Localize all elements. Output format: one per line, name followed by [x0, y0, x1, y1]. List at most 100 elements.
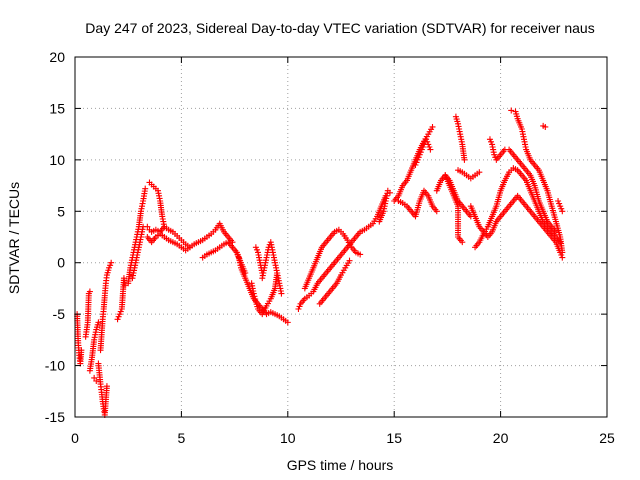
x-axis-label: GPS time / hours: [287, 457, 394, 473]
data-point: [558, 252, 565, 258]
data-point: [295, 306, 302, 312]
data-point: [412, 162, 419, 168]
data-point: [144, 223, 151, 230]
data-point: [284, 319, 291, 326]
data-point: [429, 123, 436, 130]
data-point: [418, 146, 425, 153]
y-tick-label: -10: [45, 358, 65, 374]
series-arc-r: [295, 192, 389, 312]
data-point: [95, 319, 102, 326]
data-point: [542, 123, 549, 130]
grid-lines: [75, 57, 607, 417]
series-arc-o: [248, 270, 285, 318]
data-point: [419, 144, 426, 150]
data-point: [556, 200, 563, 207]
data-point: [91, 374, 98, 381]
data-point: [415, 154, 422, 161]
series-arc-s: [301, 226, 364, 292]
series-arc-b: [82, 288, 93, 340]
data-point: [86, 288, 93, 295]
x-tick-label: 15: [386, 430, 402, 446]
data-point: [253, 246, 260, 253]
data-point: [115, 313, 122, 320]
data-point: [278, 290, 285, 297]
data-point: [122, 282, 129, 289]
series-arc-t: [316, 257, 353, 307]
series-arc-g: [114, 275, 129, 323]
data-point: [186, 244, 193, 251]
data-point: [103, 383, 110, 390]
data-point: [559, 254, 566, 261]
y-tick-label: 5: [57, 203, 65, 219]
series-arc-i: [129, 223, 147, 282]
y-tick-label: 20: [49, 49, 65, 65]
data-point: [93, 378, 100, 384]
series-arc-f: [91, 374, 100, 384]
y-tick-label: -5: [53, 306, 66, 322]
data-point: [106, 264, 113, 271]
series-arc-ad: [472, 165, 564, 251]
series-arc-h: [125, 185, 149, 287]
data-point: [414, 156, 421, 163]
x-tick-label: 0: [71, 430, 79, 446]
plot-frame: [74, 56, 608, 418]
series-arc-c: [86, 319, 102, 374]
series-arc-aa: [452, 113, 468, 163]
data-point: [357, 251, 364, 258]
data-point: [346, 257, 353, 264]
data-point: [234, 252, 241, 258]
data-point: [555, 198, 562, 204]
series-arc-ab: [455, 167, 483, 182]
data-point: [233, 249, 240, 256]
y-tick-labels: -15 -10 -5 0 5 10 15 20: [45, 49, 65, 425]
series-arc-x: [412, 136, 434, 168]
data-point: [117, 308, 124, 315]
x-tick-label: 5: [178, 430, 186, 446]
y-tick-label: -15: [45, 409, 65, 425]
x-tick-label: 10: [280, 430, 296, 446]
data-point: [508, 107, 515, 114]
data-point: [461, 156, 468, 163]
data-point: [559, 249, 566, 256]
data-point: [417, 149, 424, 156]
series-arc-z: [442, 172, 466, 246]
data-point: [250, 290, 257, 297]
data-point: [259, 270, 266, 276]
series-arc-l: [144, 230, 193, 254]
data-point: [488, 138, 495, 145]
data-point: [142, 185, 149, 192]
data-point: [107, 262, 114, 269]
data-point: [251, 293, 258, 300]
data-point: [486, 136, 493, 143]
data-point: [252, 244, 259, 251]
data-point: [427, 146, 434, 153]
series-arc-a: [74, 311, 85, 367]
data-point: [413, 159, 420, 166]
data-point: [476, 169, 483, 176]
y-axis-label: SDTVAR / TECUs: [6, 182, 22, 294]
series-arc-e: [97, 259, 115, 354]
x-tick-label: 20: [493, 430, 509, 446]
series-arc-ag: [540, 122, 549, 130]
data-point: [252, 296, 259, 303]
y-tick-label: 0: [57, 255, 65, 271]
series-arc-ac: [467, 192, 566, 261]
data-point: [78, 347, 85, 354]
series-arc-u: [376, 187, 393, 225]
data-point: [558, 205, 565, 212]
series-arc-ah: [555, 198, 566, 215]
data-point: [557, 203, 564, 210]
y-tick-label: 15: [49, 100, 65, 116]
data-point: [116, 311, 123, 318]
series-arc-j: [146, 179, 168, 230]
y-tick-label: 10: [49, 152, 65, 168]
data-point: [459, 239, 466, 246]
data-point: [491, 151, 498, 158]
data-point: [559, 208, 566, 215]
series-arc-q: [252, 244, 266, 276]
series-arc-af: [508, 107, 566, 256]
data-point: [274, 270, 281, 276]
data-point: [114, 316, 121, 323]
chart-title: Day 247 of 2023, Sidereal Day-to-day VTE…: [85, 20, 594, 36]
